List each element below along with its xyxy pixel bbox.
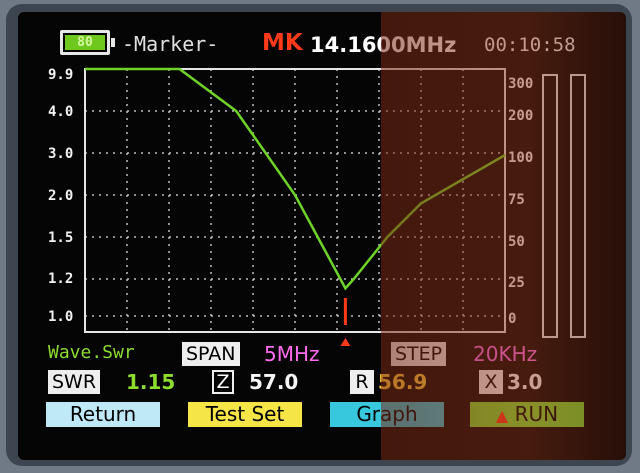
y-tick-label: 2.0: [48, 188, 74, 204]
y-tick-label: 3.0: [48, 146, 74, 162]
battery-icon: 80: [60, 30, 115, 55]
marker-label: MK: [262, 30, 303, 56]
y-tick-label: 1.5: [48, 230, 74, 246]
chart-grid: [85, 69, 505, 332]
y-tick-label: 1.2: [48, 271, 74, 287]
y-tick-label: 9.9: [48, 67, 74, 83]
y-tick-label: 1.0: [48, 309, 74, 325]
x-label: X: [479, 370, 503, 394]
step-label: STEP: [391, 342, 447, 366]
z-label: Z: [212, 370, 234, 394]
level-bar-2: [570, 74, 586, 338]
span-value: 5MHz: [264, 342, 320, 366]
step-value: 20KHz: [473, 342, 538, 366]
plot-frame: [84, 68, 506, 333]
run-triangle-icon: ▲: [495, 406, 509, 425]
battery-level: 80: [65, 35, 105, 50]
r-label: R: [350, 370, 374, 394]
x-value: 3.0: [507, 370, 543, 394]
run-button-label: RUN: [514, 402, 559, 426]
return-button[interactable]: Return: [46, 402, 160, 427]
analyzer-screen: 80 -Marker- MK 14.1600MHz 00:10:58 9.9 4…: [18, 12, 626, 460]
swr-label: SWR: [48, 370, 101, 394]
marker-triangle-icon: [340, 338, 351, 346]
swr-trace: [85, 67, 506, 291]
y-tick-label: 4.0: [48, 104, 74, 120]
span-label: SPAN: [182, 342, 240, 366]
test-set-button[interactable]: Test Set: [188, 402, 302, 427]
swr-value: 1.15: [126, 370, 176, 394]
z-value: 57.0: [249, 370, 299, 394]
r-value: 56.9: [378, 370, 428, 394]
level-bar-1: [542, 74, 558, 338]
wave-mode-label: Wave.Swr: [48, 342, 135, 363]
mode-label: -Marker-: [122, 32, 219, 56]
run-button[interactable]: ▲ RUN: [470, 402, 584, 427]
swr-chart: [84, 67, 506, 346]
graph-button[interactable]: Graph: [330, 402, 444, 427]
